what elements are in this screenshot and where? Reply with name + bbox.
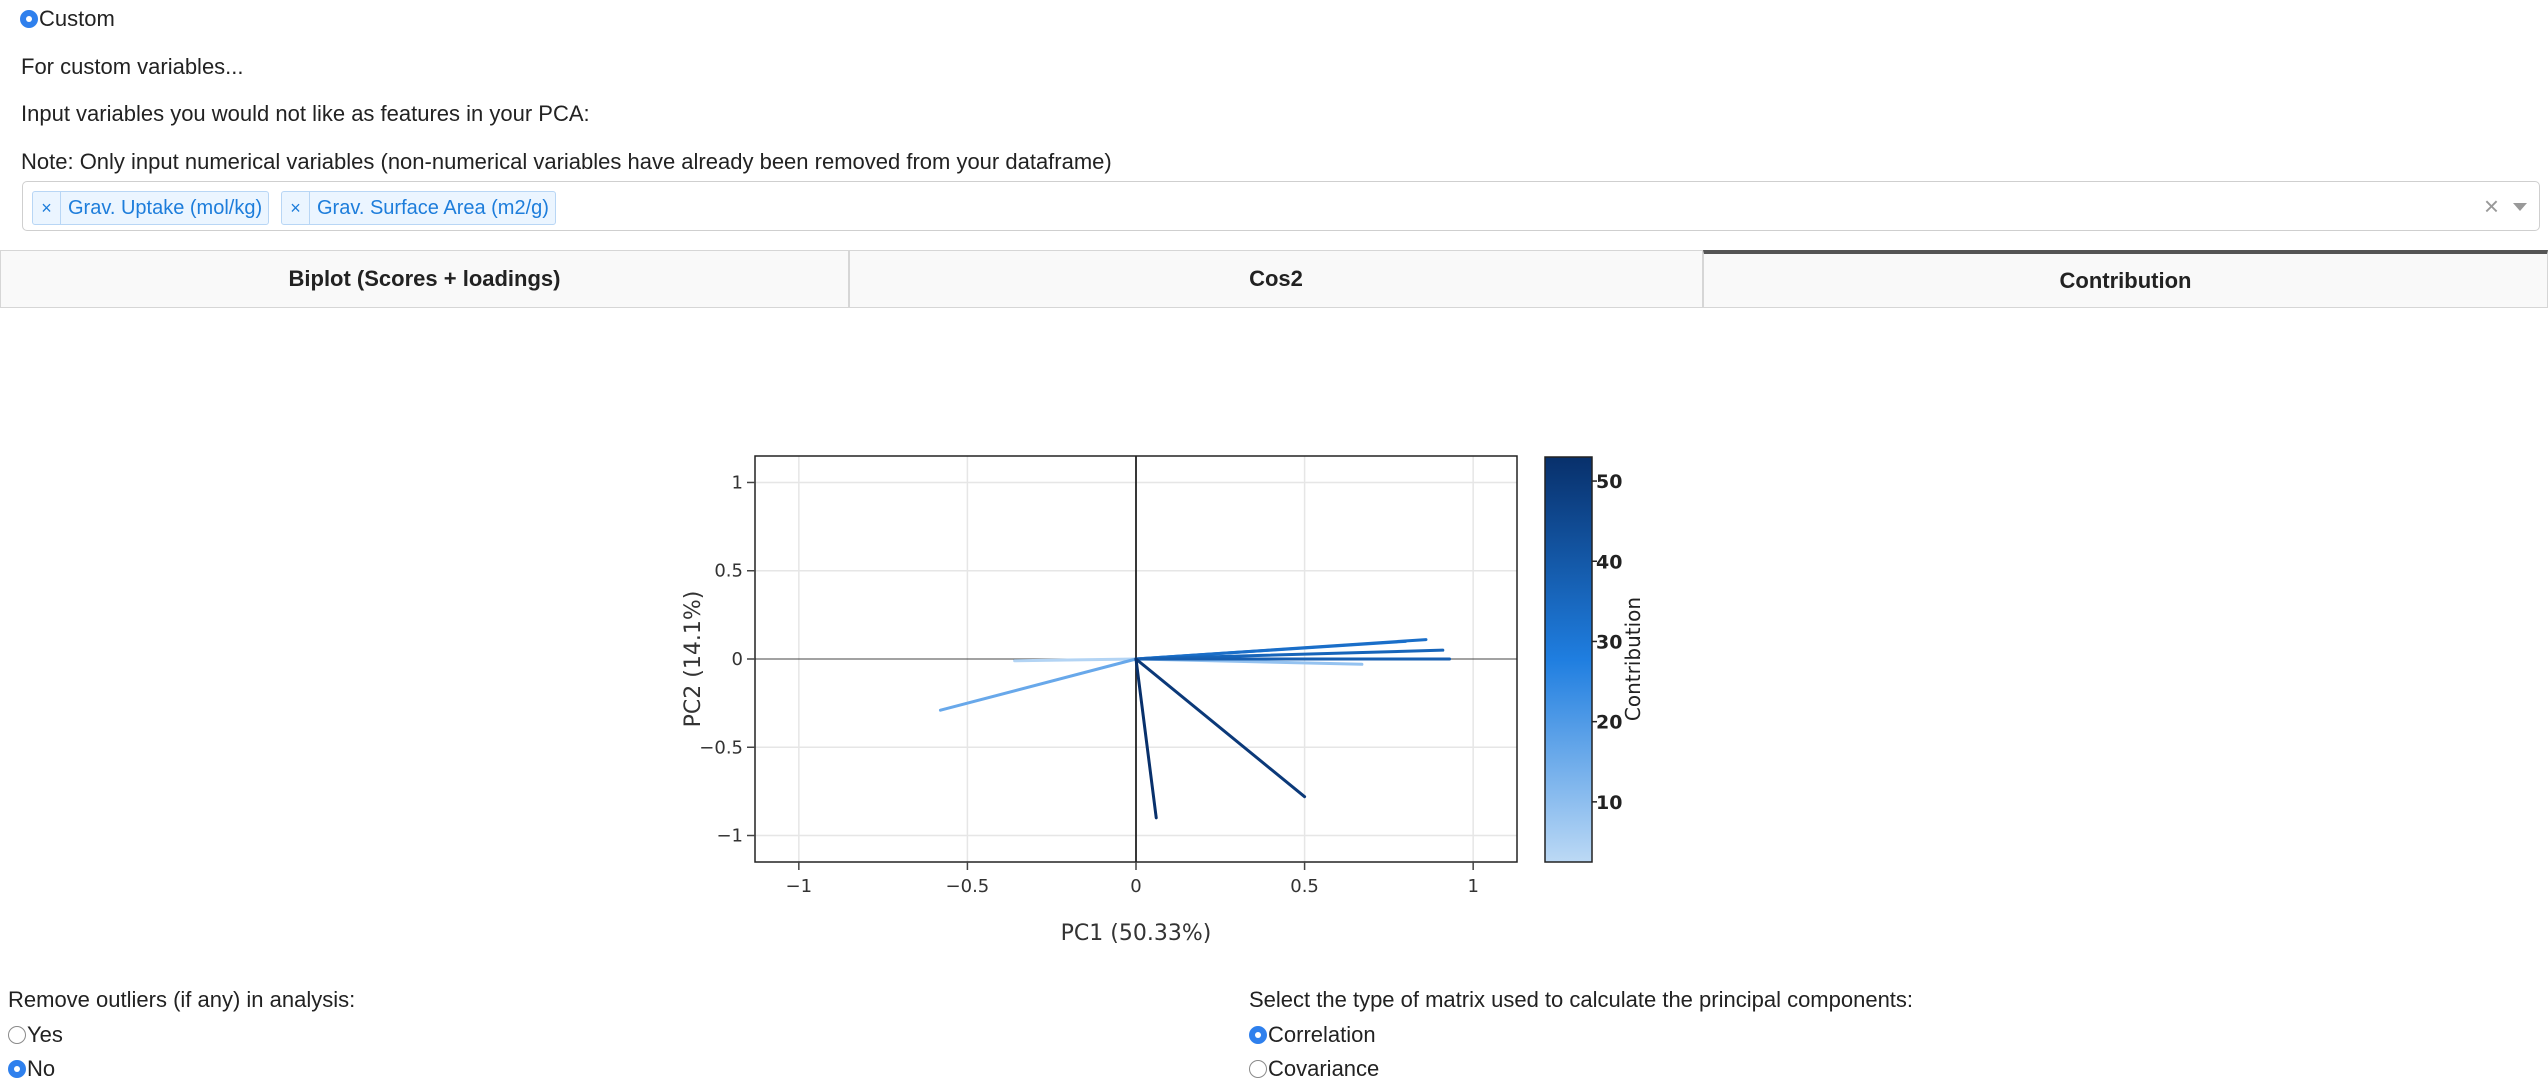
matrix-option-correlation[interactable]: Correlation (1249, 1022, 1376, 1048)
clear-all-icon[interactable]: × (2483, 191, 2499, 221)
y-tick-label: 1 (732, 472, 743, 493)
y-tick-label: 0.5 (714, 561, 743, 582)
numerical-note: Note: Only input numerical variables (no… (21, 149, 1112, 174)
loading-vector-line (1134, 657, 1307, 799)
outliers-no-label: No (27, 1056, 56, 1081)
tab-cos2[interactable]: Cos2 (849, 250, 1703, 308)
x-tick-label: −0.5 (946, 876, 990, 897)
x-tick-label: 0 (1130, 876, 1141, 897)
custom-radio-button[interactable] (20, 10, 38, 28)
covariance-radio[interactable] (1249, 1060, 1267, 1078)
colorbar-ticks: 10 20 30 40 50 (1592, 471, 1622, 814)
colorbar-tick-label: 10 (1596, 792, 1622, 814)
selected-variable-chip: × Grav. Uptake (mol/kg) (32, 191, 270, 225)
correlation-label: Correlation (1268, 1022, 1376, 1047)
colorbar (1544, 456, 1593, 863)
outliers-option-no[interactable]: No (8, 1056, 55, 1082)
outliers-label: Remove outliers (if any) in analysis: (8, 987, 356, 1012)
loading-vector-line (938, 657, 1138, 712)
input-variables-label: Input variables you would not like as fe… (21, 101, 590, 126)
colorbar-tick-label: 40 (1596, 551, 1622, 573)
outliers-yes-radio[interactable] (8, 1026, 26, 1044)
tab-biplot[interactable]: Biplot (Scores + loadings) (0, 250, 849, 308)
tick-layer: −1 −0.5 0 0.5 1 −1 −0.5 0 0.5 1 (699, 472, 1479, 897)
correlation-radio[interactable] (1249, 1026, 1267, 1044)
y-tick-label: −1 (716, 826, 743, 847)
x-tick-label: 0.5 (1290, 876, 1319, 897)
outliers-option-yes[interactable]: Yes (8, 1022, 63, 1048)
loading-vector-line (1013, 657, 1138, 663)
x-axis-label: PC1 (50.33%) (1061, 921, 1212, 946)
matrix-option-covariance[interactable]: Covariance (1249, 1056, 1379, 1082)
series-layer (938, 638, 1452, 820)
colorbar-tick-label: 20 (1596, 712, 1622, 734)
plot-tabs: Biplot (Scores + loadings) Cos2 Contribu… (0, 250, 2548, 308)
outliers-yes-label: Yes (27, 1022, 63, 1047)
colorbar-tick-label: 50 (1596, 471, 1622, 493)
chevron-down-icon[interactable] (2513, 203, 2527, 211)
y-tick-label: 0 (732, 649, 743, 670)
custom-radio-label: Custom (39, 6, 115, 31)
y-axis-label: PC2 (14.1%) (681, 591, 706, 728)
x-tick-label: −1 (786, 876, 813, 897)
y-tick-label: −0.5 (699, 737, 743, 758)
exclude-variables-multiselect[interactable]: × Grav. Uptake (mol/kg) × Grav. Surface … (22, 181, 2540, 231)
loading-vector-line (1134, 638, 1428, 661)
matrix-type-label: Select the type of matrix used to calcul… (1249, 987, 1914, 1012)
x-tick-label: 1 (1467, 876, 1478, 897)
tab-contribution[interactable]: Contribution (1703, 250, 2548, 308)
chip-label: Grav. Surface Area (m2/g) (317, 196, 549, 219)
selected-variable-chip: × Grav. Surface Area (m2/g) (281, 191, 556, 225)
loading-vector-line (1134, 657, 1158, 820)
custom-radio-option[interactable]: Custom (20, 6, 115, 32)
custom-variables-heading: For custom variables... (21, 54, 244, 79)
remove-chip-icon[interactable]: × (282, 192, 310, 224)
colorbar-label: Contribution (1621, 597, 1645, 721)
chip-label: Grav. Uptake (mol/kg) (68, 196, 263, 219)
remove-chip-icon[interactable]: × (33, 192, 61, 224)
covariance-label: Covariance (1268, 1056, 1380, 1081)
colorbar-tick-label: 30 (1596, 631, 1622, 653)
outliers-no-radio[interactable] (8, 1060, 26, 1078)
